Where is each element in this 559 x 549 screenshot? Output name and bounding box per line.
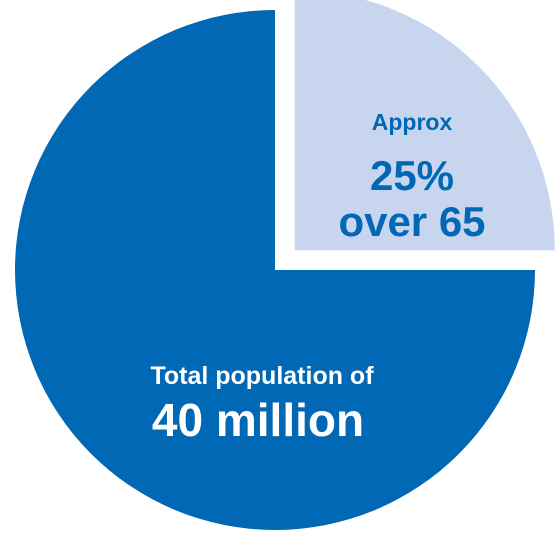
- over65-label-over: over 65: [338, 198, 485, 245]
- total-population-value: 40 million: [152, 394, 364, 446]
- slice-over-65: [294, 0, 555, 251]
- over65-label-approx: Approx: [372, 109, 453, 135]
- total-population-label: Total population of: [150, 362, 374, 390]
- slice-total-population: [15, 10, 535, 530]
- over65-label-percent: 25%: [370, 152, 454, 199]
